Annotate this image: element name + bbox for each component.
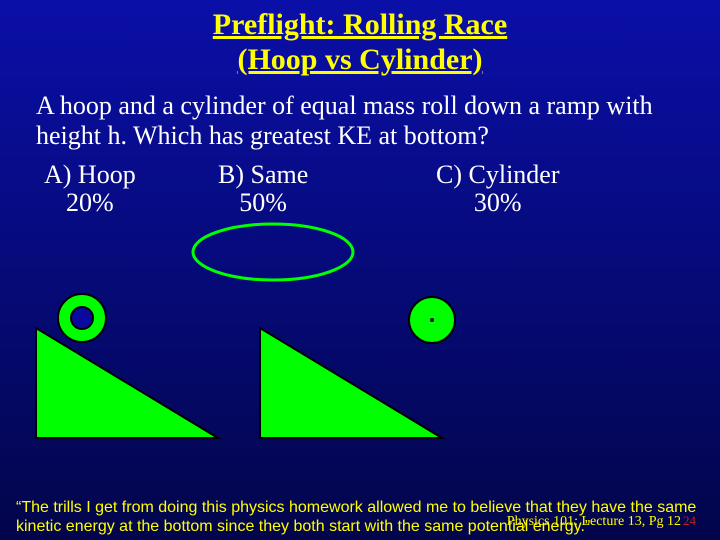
right-ramp — [260, 328, 442, 438]
footer-text: Physics 101: Lecture 13, Pg 12 — [507, 514, 681, 529]
slide: Preflight: Rolling Race (Hoop vs Cylinde… — [0, 0, 720, 540]
answer-c: C) Cylinder 30% — [436, 161, 560, 218]
answers-row: A) Hoop 20% B) Same 50% C) Cylinder 30% — [0, 161, 720, 227]
slide-title: Preflight: Rolling Race (Hoop vs Cylinde… — [0, 0, 720, 77]
slide-footer: Physics 101: Lecture 13, Pg 1224 — [507, 513, 696, 530]
title-line-1: Preflight: Rolling Race — [213, 8, 507, 41]
footer-extra-number: 24 — [683, 513, 696, 528]
cylinder-center-dot — [430, 318, 434, 322]
title-line-2: (Hoop vs Cylinder) — [237, 43, 482, 76]
diagram-svg — [0, 0, 720, 540]
hoop-outer — [58, 294, 106, 342]
answer-c-pct: 30% — [474, 188, 522, 217]
hoop-inner — [71, 307, 93, 329]
answer-b: B) Same 50% — [218, 161, 308, 218]
answer-b-pct: 50% — [239, 188, 287, 217]
cylinder-disc — [409, 297, 455, 343]
answer-a-pct: 20% — [66, 188, 114, 217]
answer-a: A) Hoop 20% — [44, 161, 136, 218]
answer-c-label: C) Cylinder — [436, 160, 560, 189]
question-text: A hoop and a cylinder of equal mass roll… — [36, 91, 684, 151]
answer-b-label: B) Same — [218, 160, 308, 189]
correct-circle-icon — [193, 224, 353, 280]
left-ramp — [36, 328, 218, 438]
answer-a-label: A) Hoop — [44, 160, 136, 189]
